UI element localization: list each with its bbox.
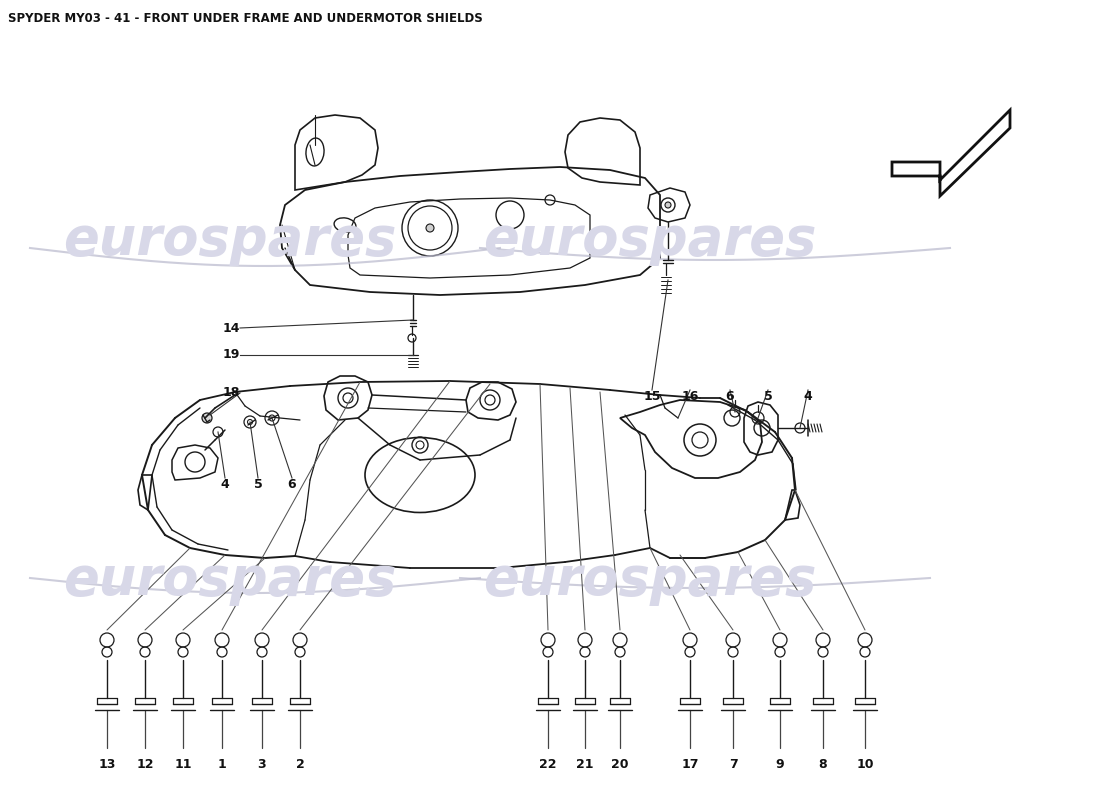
Text: 14: 14 bbox=[222, 322, 240, 334]
Text: 13: 13 bbox=[98, 758, 116, 771]
Text: 15: 15 bbox=[644, 390, 661, 403]
Text: 3: 3 bbox=[257, 758, 266, 771]
Text: 4: 4 bbox=[221, 478, 230, 491]
Text: 4: 4 bbox=[804, 390, 813, 403]
Text: eurospares: eurospares bbox=[64, 554, 397, 606]
Circle shape bbox=[426, 224, 434, 232]
Text: 21: 21 bbox=[576, 758, 594, 771]
Text: 17: 17 bbox=[681, 758, 698, 771]
Text: 20: 20 bbox=[612, 758, 629, 771]
Text: 1: 1 bbox=[218, 758, 227, 771]
Text: 7: 7 bbox=[728, 758, 737, 771]
Text: 2: 2 bbox=[296, 758, 305, 771]
Text: 6: 6 bbox=[288, 478, 296, 491]
Text: 16: 16 bbox=[681, 390, 698, 403]
Text: 9: 9 bbox=[776, 758, 784, 771]
Text: 19: 19 bbox=[222, 349, 240, 362]
Circle shape bbox=[666, 202, 671, 208]
Text: eurospares: eurospares bbox=[483, 214, 816, 266]
Polygon shape bbox=[892, 110, 1010, 196]
Text: 6: 6 bbox=[726, 390, 735, 403]
Text: 18: 18 bbox=[222, 386, 240, 399]
Text: SPYDER MY03 - 41 - FRONT UNDER FRAME AND UNDERMOTOR SHIELDS: SPYDER MY03 - 41 - FRONT UNDER FRAME AND… bbox=[8, 12, 483, 25]
Text: 12: 12 bbox=[136, 758, 154, 771]
Text: 11: 11 bbox=[174, 758, 191, 771]
Text: 10: 10 bbox=[856, 758, 873, 771]
Text: 5: 5 bbox=[254, 478, 263, 491]
Text: eurospares: eurospares bbox=[64, 214, 397, 266]
Text: 22: 22 bbox=[539, 758, 557, 771]
Text: eurospares: eurospares bbox=[483, 554, 816, 606]
Circle shape bbox=[202, 413, 212, 423]
Text: 5: 5 bbox=[763, 390, 772, 403]
Text: 8: 8 bbox=[818, 758, 827, 771]
